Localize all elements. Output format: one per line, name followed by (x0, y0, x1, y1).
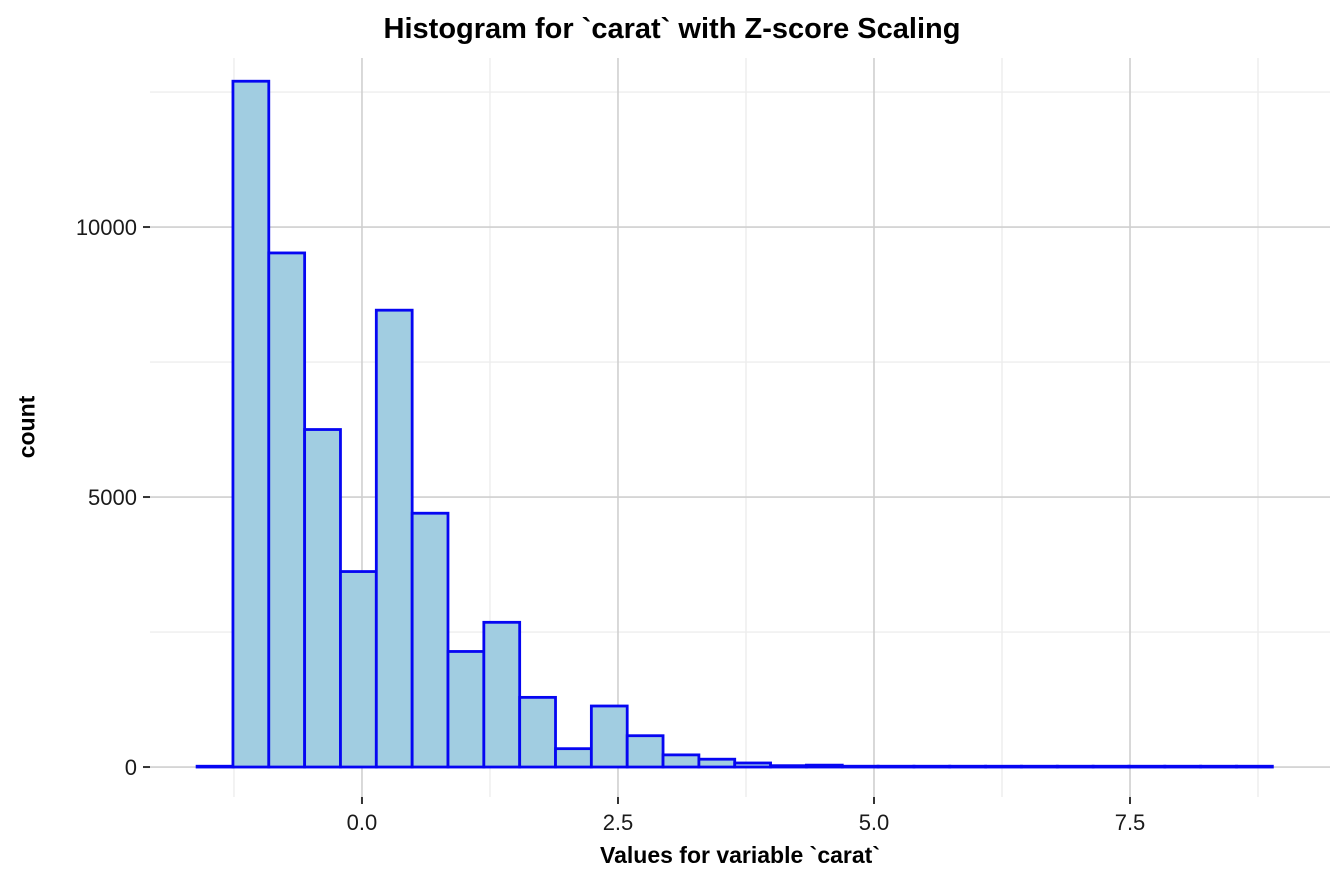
histogram-bar (733, 761, 772, 769)
x-tick-label: 2.5 (603, 810, 634, 835)
histogram-bar (267, 251, 307, 769)
histogram-bar (1055, 764, 1095, 769)
histogram-bar (912, 764, 952, 769)
histogram-bar (1127, 764, 1167, 769)
histogram-bar (446, 650, 486, 769)
histogram-bar (195, 764, 235, 769)
x-axis-title: Values for variable `carat` (600, 842, 880, 868)
histogram-bar (303, 428, 342, 769)
histogram-bar (1091, 764, 1131, 769)
histogram-bar (1199, 764, 1238, 769)
histogram-bar (840, 764, 880, 769)
y-tick-label: 0 (125, 755, 137, 780)
histogram-bar (589, 704, 629, 769)
histogram-bar (769, 764, 808, 769)
chart-title: Histogram for `carat` with Z-score Scali… (383, 13, 961, 45)
histogram-bar (410, 511, 450, 769)
histogram-bar (1235, 764, 1274, 769)
y-tick-label: 5000 (88, 485, 137, 510)
histogram-bar (697, 757, 737, 769)
histogram-bar (1163, 764, 1203, 769)
histogram-bar (374, 308, 414, 769)
histogram-bar (876, 764, 916, 769)
x-tick-label: 5.0 (859, 810, 890, 835)
histogram-bar (1020, 764, 1059, 769)
histogram-bar (339, 570, 378, 769)
x-tick-label: 7.5 (1115, 810, 1146, 835)
histogram-bar (482, 620, 522, 769)
histogram-bar (948, 764, 988, 769)
histogram-bar (625, 734, 665, 769)
y-tick-label: 10000 (76, 215, 137, 240)
histogram-bar (984, 764, 1023, 769)
x-tick-label: 0.0 (347, 810, 378, 835)
histogram-bar (554, 747, 593, 769)
y-axis-title-text: count (13, 395, 40, 459)
histogram-bar (805, 763, 844, 769)
histogram-bar (231, 79, 271, 769)
histogram-bar (661, 753, 701, 769)
histogram-bar (518, 695, 557, 769)
